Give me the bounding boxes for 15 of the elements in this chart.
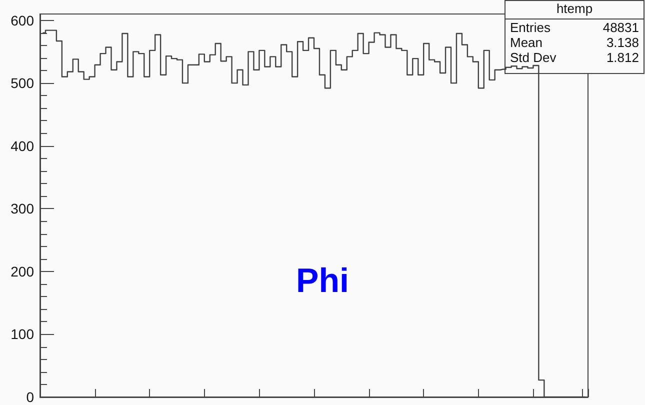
annotation: Mean <box>510 35 543 50</box>
y-tick-label: 400 <box>10 138 34 154</box>
annotation: Entries <box>510 20 551 35</box>
y-tick-label: 500 <box>10 75 34 92</box>
text: Phi <box>296 262 349 300</box>
y-tick-label: 300 <box>10 200 34 217</box>
text: 1.812 <box>606 50 639 65</box>
y-tick-label: 0 <box>26 389 34 405</box>
legend-title: htemp <box>556 1 593 16</box>
y-tick-label: 600 <box>10 12 34 28</box>
y-tick-label: 100 <box>10 326 34 342</box>
text: 3.138 <box>606 35 639 50</box>
y-tick-label: 200 <box>10 263 34 280</box>
text: 48831 <box>602 20 639 35</box>
annotation: Std Dev <box>510 50 557 65</box>
